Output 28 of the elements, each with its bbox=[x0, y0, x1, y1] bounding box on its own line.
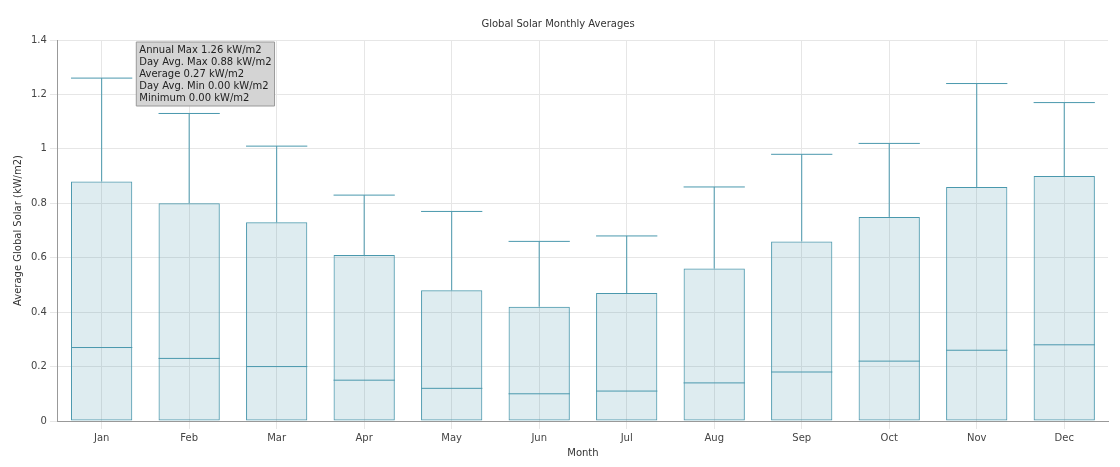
annotation: Day Avg. Min 0.00 kW/m2 bbox=[139, 79, 269, 91]
x-tick-label: Nov bbox=[966, 431, 987, 443]
y-tick-label: 0.6 bbox=[31, 251, 47, 263]
y-tick-label: 0.2 bbox=[31, 360, 47, 372]
annotation: Minimum 0.00 kW/m2 bbox=[139, 91, 250, 103]
annotation: Day Avg. Max 0.88 kW/m2 bbox=[139, 55, 272, 67]
y-tick-label: 1.4 bbox=[31, 33, 47, 45]
x-tick-label: Oct bbox=[880, 431, 898, 443]
y-tick-label: 0.4 bbox=[31, 305, 47, 317]
y-tick-label: 1.2 bbox=[31, 88, 47, 100]
chart-title: Global Solar Monthly Averages bbox=[481, 17, 635, 29]
x-axis-title: Month bbox=[567, 446, 599, 458]
x-tick-label: Jul bbox=[619, 431, 633, 443]
y-tick-label: 1 bbox=[40, 142, 47, 154]
x-tick-label: Dec bbox=[1054, 431, 1074, 443]
x-tick-label: Jan bbox=[92, 431, 110, 443]
y-tick-label: 0.8 bbox=[31, 196, 47, 208]
x-tick-label: Aug bbox=[704, 431, 724, 443]
x-tick-label: Mar bbox=[267, 431, 287, 443]
y-axis-title: Average Global Solar (kW/m2) bbox=[11, 154, 23, 306]
x-tick-label: Apr bbox=[355, 431, 374, 443]
annotation: Annual Max 1.26 kW/m2 bbox=[139, 43, 262, 55]
x-tick-label: Feb bbox=[180, 431, 199, 443]
x-tick-label: May bbox=[441, 431, 463, 443]
x-tick-label: Jun bbox=[530, 431, 548, 443]
x-tick-label: Sep bbox=[792, 431, 812, 443]
y-tick-label: 0 bbox=[40, 414, 47, 426]
annotation: Average 0.27 kW/m2 bbox=[139, 67, 245, 79]
